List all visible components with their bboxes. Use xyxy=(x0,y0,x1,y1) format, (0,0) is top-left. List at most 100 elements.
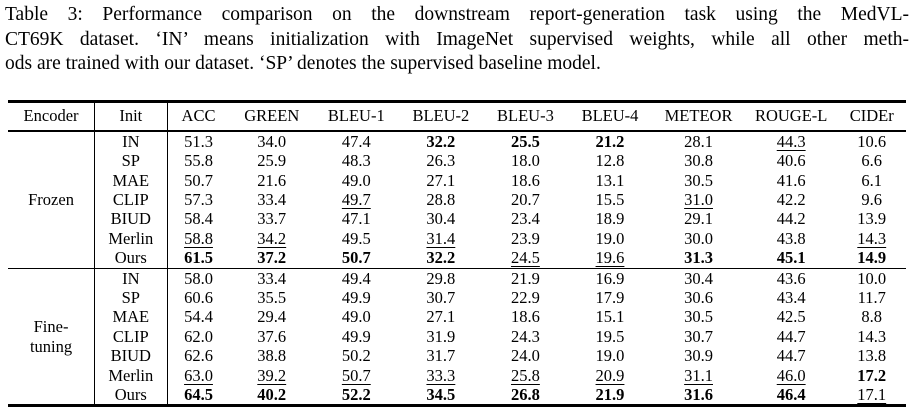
column-header-bleu-2: BLEU-2 xyxy=(412,105,470,125)
metric-cell: 19.6 xyxy=(595,248,625,268)
metric-cell: 40.6 xyxy=(776,151,806,171)
metric-cell: 33.4 xyxy=(257,268,287,288)
metric-cell: 46.0 xyxy=(776,365,806,385)
metric-cell: 48.3 xyxy=(341,151,371,171)
metric-cell: 30.7 xyxy=(426,288,456,308)
caption-line: ods are trained with our dataset. ‘SP’ d… xyxy=(5,53,601,75)
metric-cell: 28.1 xyxy=(684,131,713,151)
table-row: MAE 54.4 29.4 49.0 27.1 18.6 15.1 30.5 42.5 8.8 xyxy=(8,307,906,327)
metric-cell: 47.4 xyxy=(341,131,371,151)
metric-cell: 60.6 xyxy=(184,288,213,308)
metric-cell: 11.7 xyxy=(857,288,886,308)
metric-cell: 52.2 xyxy=(341,385,371,405)
metric-cell: 44.2 xyxy=(776,209,806,229)
metric-cell: 58.0 xyxy=(184,268,213,288)
metric-cell: 49.9 xyxy=(341,326,371,346)
table-row: Frozen IN 51.3 34.0 47.4 32.2 25.5 21.2 28.1 44.3… xyxy=(8,130,906,269)
metric-cell: 21.2 xyxy=(595,131,625,151)
metric-cell: 25.8 xyxy=(510,365,540,385)
metric-cell: 12.8 xyxy=(595,151,625,171)
metric-cell: 64.5 xyxy=(184,385,213,405)
metric-cell: 30.7 xyxy=(684,326,713,346)
column-header-encoder: Encoder xyxy=(8,101,96,131)
metric-cell: 28.8 xyxy=(426,190,456,209)
metric-cell: 49.4 xyxy=(341,268,371,288)
metric-cell: 61.5 xyxy=(184,248,213,268)
metric-cell: 29.8 xyxy=(426,268,456,288)
metric-cell: 49.5 xyxy=(341,228,371,248)
metric-cell: 30.6 xyxy=(684,288,713,308)
metric-cell: 27.1 xyxy=(426,307,456,327)
metric-cell: 50.7 xyxy=(184,170,213,190)
metric-cell: 10.6 xyxy=(857,131,887,151)
metric-cell: 30.9 xyxy=(684,346,713,366)
init-cell: Ours xyxy=(94,385,168,406)
metric-cell: 17.2 xyxy=(857,365,887,385)
metric-cell: 30.8 xyxy=(684,151,713,171)
init-cell: Merlin xyxy=(94,228,168,249)
metric-cell: 29.1 xyxy=(684,209,713,229)
init-cell: BIUD xyxy=(94,209,168,229)
column-header-acc: ACC xyxy=(181,105,216,125)
metric-cell: 27.1 xyxy=(426,170,456,190)
metric-cell: 8.8 xyxy=(861,307,883,327)
metric-cell: 19.0 xyxy=(595,346,625,366)
column-header-bleu-1: BLEU-1 xyxy=(327,105,385,125)
paper-page: Table 3: Performance comparison on the d… xyxy=(5,3,909,408)
metric-cell: 49.9 xyxy=(341,288,371,308)
metric-cell: 20.7 xyxy=(510,190,540,209)
init-cell: IN xyxy=(94,130,168,152)
metric-cell: 25.5 xyxy=(510,131,540,151)
metric-cell: 30.4 xyxy=(684,268,713,288)
metric-cell: 31.9 xyxy=(426,326,456,346)
metric-cell: 47.1 xyxy=(341,209,371,229)
metric-cell: 21.6 xyxy=(257,170,287,190)
table-caption: Table 3: Performance comparison on the d… xyxy=(5,3,909,77)
column-header-bleu-3: BLEU-3 xyxy=(497,105,554,125)
metric-cell: 34.5 xyxy=(426,385,456,405)
init-cell: CLIP xyxy=(94,190,168,210)
init-cell: Ours xyxy=(94,248,168,269)
metric-cell: 31.6 xyxy=(684,385,713,405)
metric-cell: 50.7 xyxy=(341,365,371,385)
caption-line: CT69K dataset. ‘IN’ means initialization… xyxy=(5,28,909,50)
metric-cell: 40.2 xyxy=(257,385,287,405)
encoder-cell: Frozen xyxy=(8,130,96,269)
metric-cell: 14.3 xyxy=(857,326,887,346)
metric-cell: 34.0 xyxy=(257,131,287,151)
column-header-meteor: METEOR xyxy=(664,105,733,125)
init-cell: BIUD xyxy=(94,346,168,366)
metric-cell: 49.0 xyxy=(341,307,371,327)
metric-cell: 44.7 xyxy=(776,346,806,366)
column-header-cider: CIDEr xyxy=(849,105,894,125)
metric-cell: 43.4 xyxy=(776,288,806,308)
metric-cell: 25.9 xyxy=(257,151,287,171)
metric-cell: 50.2 xyxy=(341,346,371,366)
init-cell: Merlin xyxy=(94,365,168,386)
table-row: Fine- tuning IN 58.0 33.4 49.4 29.8 21.9 16.9 30… xyxy=(8,268,906,406)
caption-line: Table 3: Performance comparison on the d… xyxy=(5,4,909,25)
metric-cell: 14.9 xyxy=(857,248,887,268)
metric-cell: 13.1 xyxy=(595,170,625,190)
metric-cell: 20.9 xyxy=(595,365,625,385)
metric-cell: 26.8 xyxy=(510,385,540,405)
metric-cell: 31.7 xyxy=(426,346,456,366)
metric-cell: 32.2 xyxy=(426,131,456,151)
encoder-cell: Fine- tuning xyxy=(8,268,96,406)
metric-cell: 24.0 xyxy=(510,346,540,366)
metric-cell: 54.4 xyxy=(184,307,213,327)
table-row: Merlin 63.0 39.2 50.7 33.3 25.8 20.9 31.1 46.0 17… xyxy=(8,365,906,386)
metric-cell: 24.3 xyxy=(510,326,540,346)
metric-cell: 62.6 xyxy=(184,346,213,366)
metric-cell: 31.0 xyxy=(684,190,713,209)
metric-cell: 49.7 xyxy=(341,190,371,209)
metric-cell: 33.4 xyxy=(257,190,287,209)
metric-cell: 55.8 xyxy=(184,151,213,171)
column-header-init: Init xyxy=(94,101,168,131)
metric-cell: 6.6 xyxy=(861,151,883,171)
metric-cell: 26.3 xyxy=(426,151,456,171)
metric-cell: 21.9 xyxy=(510,268,540,288)
metric-cell: 24.5 xyxy=(510,248,540,268)
metric-cell: 9.6 xyxy=(861,190,883,209)
column-header-green: GREEN xyxy=(244,105,300,125)
